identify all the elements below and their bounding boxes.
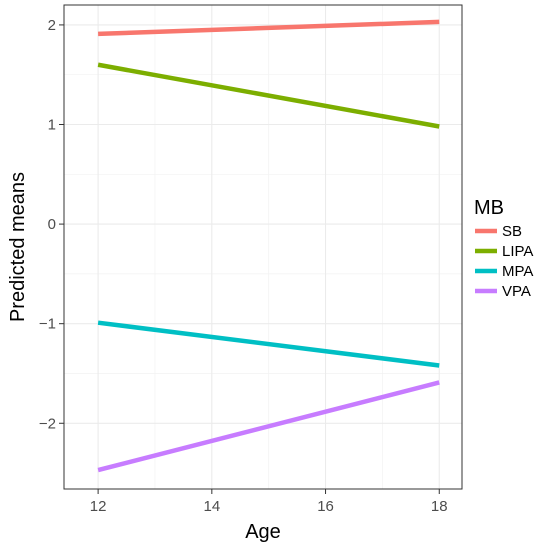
- y-tick-label: 1: [48, 117, 56, 134]
- y-tick-label: −2: [39, 415, 56, 432]
- series-line-sb: [98, 19, 440, 37]
- y-axis-ticks: −2 −1 0 1 2: [39, 17, 64, 432]
- x-tick-label: 16: [317, 498, 334, 515]
- major-gridlines: [64, 5, 462, 489]
- x-axis-ticks: 12 14 16 18: [90, 489, 448, 515]
- legend-label-sb: SB: [502, 223, 522, 240]
- series-line-mpa: [97, 320, 440, 368]
- x-tick-label: 12: [90, 498, 107, 515]
- y-axis-title: Predicted means: [7, 172, 29, 322]
- panel-border: [63, 4, 463, 490]
- x-axis-title: Age: [245, 521, 281, 543]
- y-tick-label: −1: [39, 316, 56, 333]
- panel-background: [64, 5, 462, 489]
- y-tick-label: 2: [48, 17, 56, 34]
- legend-label-lipa: LIPA: [502, 243, 533, 260]
- minor-gridlines: [64, 5, 462, 489]
- legend-label-vpa: VPA: [502, 283, 531, 300]
- legend: MB SB LIPA MPA VPA: [474, 197, 533, 300]
- series-lines: [97, 19, 440, 473]
- legend-label-mpa: MPA: [502, 263, 533, 280]
- legend-title: MB: [474, 197, 504, 219]
- x-tick-label: 14: [203, 498, 220, 515]
- y-tick-label: 0: [48, 216, 56, 233]
- series-line-lipa: [97, 62, 440, 129]
- x-tick-label: 18: [431, 498, 448, 515]
- series-line-vpa: [97, 380, 440, 473]
